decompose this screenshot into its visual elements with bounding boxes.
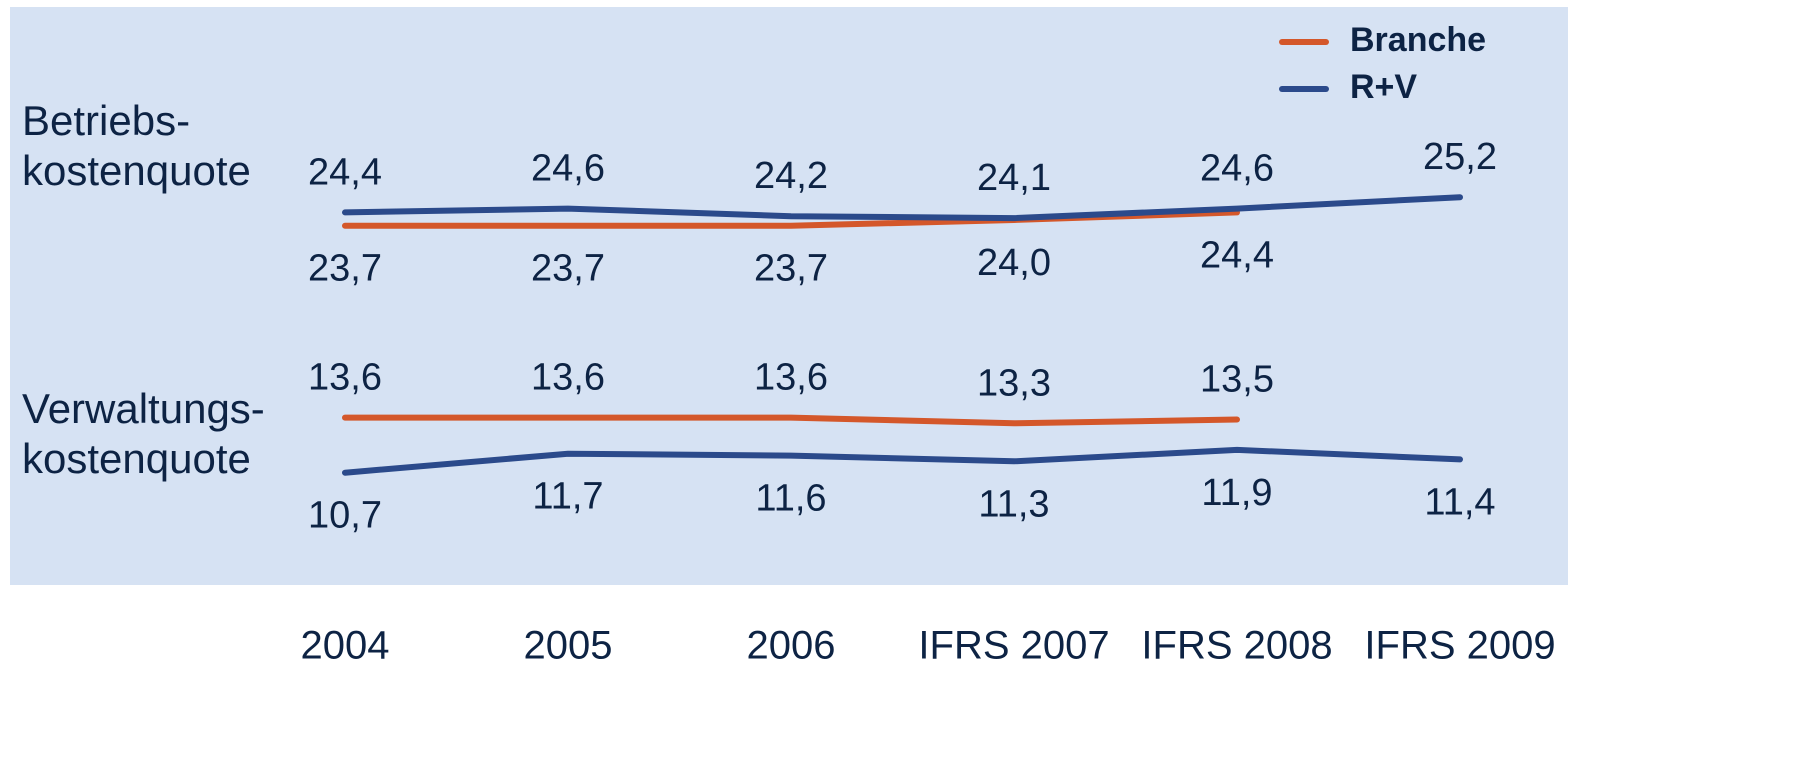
data-label: 13,3	[977, 362, 1051, 404]
data-label: 23,7	[754, 248, 828, 290]
panel-label: kostenquote	[22, 435, 251, 482]
data-label: 25,2	[1423, 136, 1497, 178]
data-label: 24,0	[977, 242, 1051, 284]
panel-label: Betriebs-	[22, 97, 190, 144]
legend-label: R+V	[1350, 68, 1417, 106]
data-label: 24,2	[754, 155, 828, 197]
x-tick-label: 2004	[301, 624, 390, 668]
x-tick-label: 2006	[747, 624, 836, 668]
data-label: 23,7	[531, 248, 605, 290]
data-label: 11,7	[532, 476, 603, 518]
data-label: 13,6	[531, 357, 605, 399]
data-label: 24,4	[1200, 234, 1274, 276]
x-tick-label: IFRS 2007	[918, 624, 1109, 668]
x-tick-label: IFRS 2008	[1141, 624, 1332, 668]
data-label: 11,3	[978, 483, 1049, 525]
data-label: 11,4	[1424, 481, 1495, 523]
series-line	[342, 414, 1240, 427]
plot-background	[10, 7, 1568, 585]
data-label: 13,6	[308, 357, 382, 399]
data-label: 24,6	[531, 148, 605, 190]
panel-label: Verwaltungs-	[22, 385, 265, 432]
data-label: 24,1	[977, 157, 1051, 199]
x-tick-label: IFRS 2009	[1364, 624, 1555, 668]
data-label: 11,6	[755, 478, 826, 520]
data-label: 13,5	[1200, 359, 1274, 401]
series-line	[342, 194, 1463, 222]
panel-label: kostenquote	[22, 147, 251, 194]
data-label: 23,7	[308, 248, 382, 290]
data-label: 10,7	[308, 495, 382, 537]
series-line	[342, 446, 1463, 476]
legend-label: Branche	[1350, 21, 1486, 59]
data-label: 24,6	[1200, 148, 1274, 190]
x-tick-label: 2005	[524, 624, 613, 668]
data-label: 11,9	[1201, 472, 1272, 514]
data-label: 13,6	[754, 357, 828, 399]
data-label: 24,4	[308, 151, 382, 193]
